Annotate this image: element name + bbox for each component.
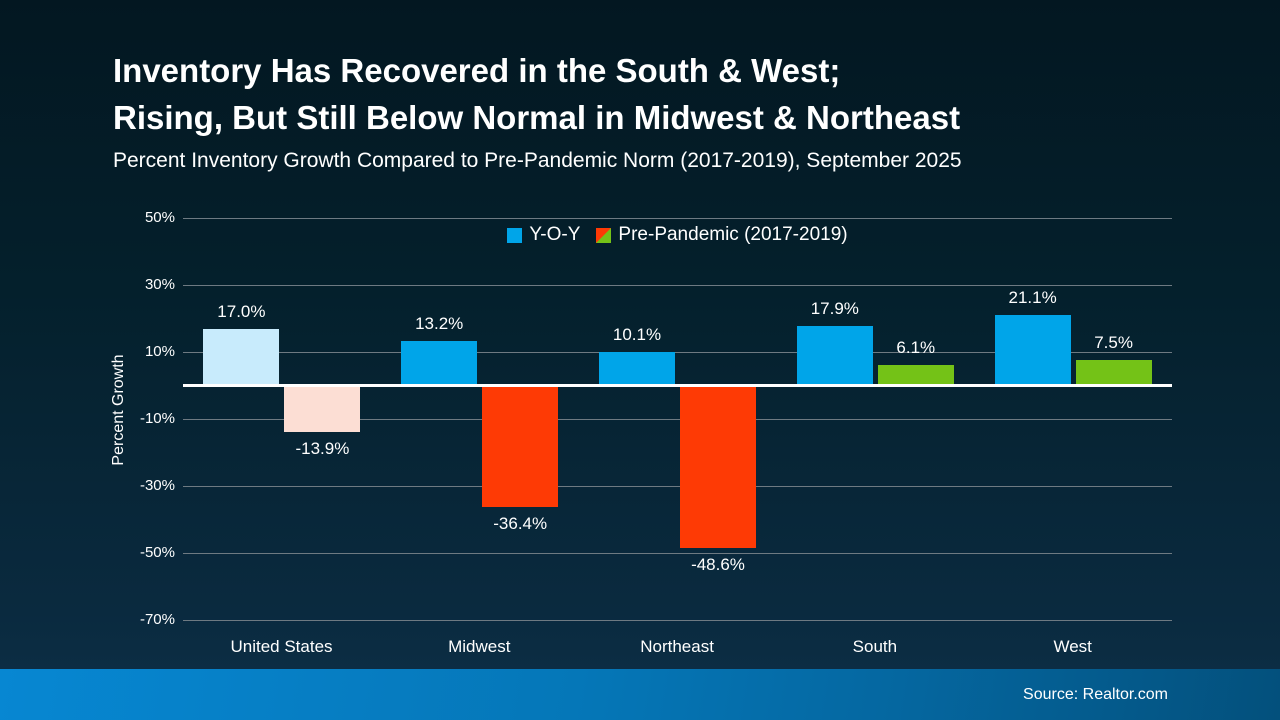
y-tick-label: 50% — [144, 209, 175, 226]
legend-swatch-yoy-icon — [507, 227, 523, 243]
y-tick-label: 30% — [144, 276, 175, 293]
gridline-30% — [183, 284, 1172, 286]
gridline--50% — [183, 552, 1172, 554]
bar-pre-pandemic-2017-2019--united-states — [284, 385, 361, 433]
y-tick-label: 10% — [144, 343, 175, 360]
bar-y-o-y-midwest — [401, 341, 478, 386]
gridline--70% — [183, 619, 1172, 621]
page-title: Inventory Has Recovered in the South & W… — [113, 47, 960, 141]
x-category-label: Midwest — [448, 637, 511, 656]
chart-legend: Y-O-Y Pre-Pandemic (2017-2019) — [183, 224, 1172, 246]
bar-pre-pandemic-2017-2019--west — [1075, 360, 1152, 386]
y-tick-label: -70% — [139, 611, 175, 628]
value-label: 17.0% — [217, 301, 266, 321]
y-tick-label: -30% — [139, 477, 175, 494]
x-category-label: United States — [230, 637, 333, 656]
value-label: 7.5% — [1094, 333, 1133, 353]
gridline-50% — [183, 217, 1172, 219]
bar-pre-pandemic-2017-2019--south — [877, 365, 954, 386]
value-label: -13.9% — [295, 439, 350, 459]
value-label: 6.1% — [896, 338, 936, 358]
x-category-label: Northeast — [640, 637, 714, 656]
x-category-label: South — [852, 637, 898, 656]
bar-y-o-y-south — [796, 325, 873, 386]
bar-y-o-y-west — [994, 314, 1071, 386]
bar-pre-pandemic-2017-2019--midwest — [482, 385, 559, 508]
zero-axis-line — [183, 384, 1172, 387]
bar-pre-pandemic-2017-2019--northeast — [680, 385, 756, 549]
legend-label-yoy: Y-O-Y — [529, 224, 581, 245]
y-tick-label: -10% — [139, 410, 175, 427]
source-attribution: Source: Realtor.com — [1023, 686, 1168, 703]
value-label: -48.6% — [691, 555, 745, 575]
value-label: 13.2% — [415, 314, 464, 334]
legend-swatch-prepandemic-icon — [596, 227, 612, 243]
legend-item-prepandemic: Pre-Pandemic (2017-2019) — [596, 224, 848, 246]
bar-y-o-y-united-states — [203, 328, 280, 386]
gridline--10% — [183, 418, 1172, 420]
y-axis-title: Percent Growth — [110, 354, 127, 466]
value-label: 21.1% — [1008, 287, 1057, 307]
gridline-10% — [183, 351, 1172, 353]
footer-bar: Source: Realtor.com — [0, 669, 1280, 720]
title-line-2: Rising, But Still Below Normal in Midwes… — [113, 99, 961, 136]
legend-item-yoy: Y-O-Y — [507, 224, 580, 246]
legend-label-prepandemic: Pre-Pandemic (2017-2019) — [618, 224, 848, 245]
chart-subtitle: Percent Inventory Growth Compared to Pre… — [113, 149, 962, 172]
title-line-1: Inventory Has Recovered in the South & W… — [113, 52, 841, 89]
gridline--30% — [183, 485, 1172, 487]
x-category-label: West — [1053, 637, 1092, 656]
value-label: -36.4% — [493, 514, 548, 534]
value-label: 17.9% — [810, 298, 859, 318]
y-tick-label: -50% — [139, 544, 175, 561]
value-label: 10.1% — [612, 324, 662, 344]
bar-y-o-y-northeast — [599, 351, 675, 386]
